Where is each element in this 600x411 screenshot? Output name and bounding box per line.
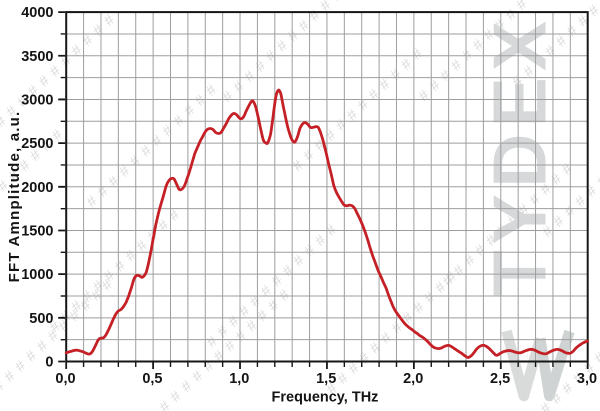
svg-text:2,5: 2,5 [490, 371, 510, 387]
svg-text:0,5: 0,5 [142, 371, 162, 387]
svg-text:500: 500 [29, 311, 53, 327]
svg-text:1,0: 1,0 [229, 371, 249, 387]
svg-text:0: 0 [45, 355, 53, 371]
svg-text:2,0: 2,0 [403, 371, 423, 387]
svg-text:TYDEX: TYDEX [477, 15, 561, 297]
svg-text:1,5: 1,5 [316, 371, 336, 387]
svg-text:2000: 2000 [21, 180, 53, 196]
svg-text:2500: 2500 [21, 136, 53, 152]
svg-text:4000: 4000 [21, 5, 53, 21]
svg-text:Frequency, THz: Frequency, THz [272, 390, 379, 406]
svg-text:FFT Amnplitude, a.u.: FFT Amnplitude, a.u. [6, 111, 23, 283]
svg-text:1000: 1000 [21, 267, 53, 283]
svg-text:3000: 3000 [21, 92, 53, 108]
svg-text:0,0: 0,0 [55, 371, 75, 387]
svg-text:1500: 1500 [21, 224, 53, 240]
svg-text:3,0: 3,0 [577, 371, 597, 387]
svg-text:3500: 3500 [21, 49, 53, 65]
